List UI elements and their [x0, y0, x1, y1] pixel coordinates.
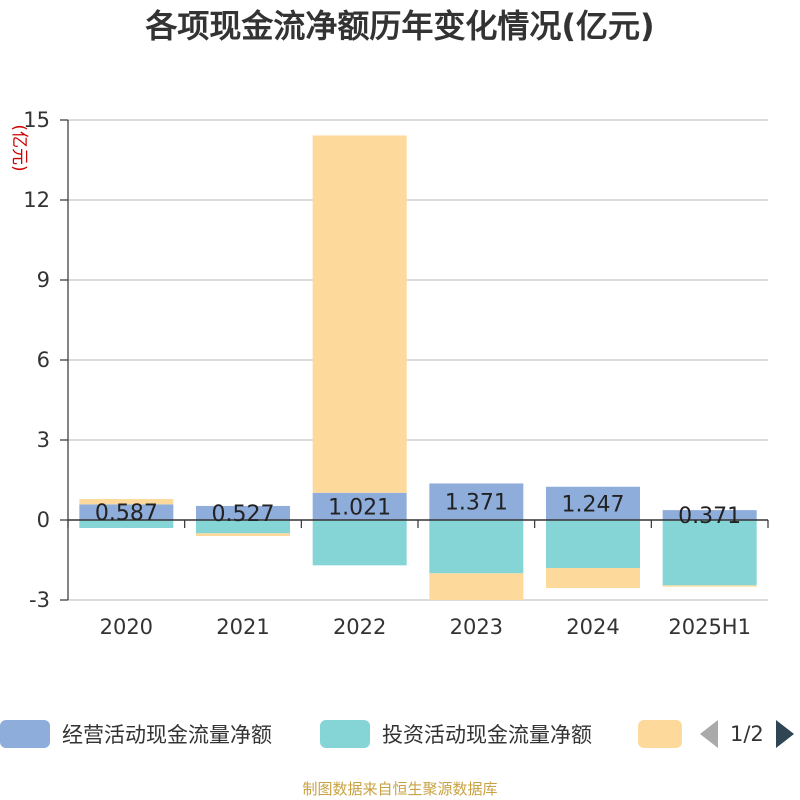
bar-series3-2024[interactable]	[546, 568, 640, 588]
bar-series2-2024[interactable]	[546, 520, 640, 568]
x-tick-label: 2024	[566, 615, 619, 639]
x-tick-label: 2025H1	[668, 615, 751, 639]
bar-series2-2021[interactable]	[196, 520, 290, 534]
bar-series1-2022[interactable]	[312, 492, 407, 520]
legend-prev-page-icon[interactable]	[700, 720, 718, 748]
bar-series3-2021[interactable]	[196, 533, 290, 536]
data-label: 1.247	[562, 492, 625, 517]
bar-series1-2021[interactable]	[196, 505, 290, 520]
x-tick-label: 2020	[100, 615, 153, 639]
legend-swatch-financing	[638, 720, 682, 748]
legend-label-investing: 投资活动现金流量净额	[382, 723, 592, 747]
bar-series3-2023[interactable]	[429, 573, 524, 600]
data-label: 0.371	[678, 504, 741, 529]
y-tick-label: -3	[29, 588, 50, 612]
bar-series2-2020[interactable]	[79, 520, 174, 528]
x-tick-label: 2022	[333, 615, 386, 639]
bar-series1-2023[interactable]	[429, 483, 524, 520]
legend-next-page-icon[interactable]	[775, 720, 794, 748]
legend-page-indicator: 1/2	[730, 722, 764, 746]
y-tick-label: 6	[37, 348, 50, 372]
y-axis-label: (亿元)	[9, 124, 29, 171]
legend-item-operating[interactable]: 经营活动现金流量净额	[0, 714, 272, 754]
data-label: 0.587	[95, 501, 158, 526]
y-tick-label: 0	[37, 508, 50, 532]
x-tick-label: 2023	[450, 615, 503, 639]
bar-series1-2024[interactable]	[546, 486, 640, 520]
bar-series3-2025H1[interactable]	[662, 585, 757, 587]
legend: 经营活动现金流量净额 投资活动现金流量净额 1/2	[0, 714, 800, 754]
legend-swatch-operating	[0, 720, 50, 748]
y-tick-label: 12	[23, 188, 50, 212]
legend-pager: 1/2	[700, 714, 794, 754]
data-label: 0.527	[212, 502, 275, 527]
y-tick-label: 3	[37, 428, 50, 452]
bar-series1-2020[interactable]	[79, 504, 174, 520]
legend-label-operating: 经营活动现金流量净额	[62, 723, 272, 747]
data-label: 1.021	[328, 495, 391, 520]
source-note: 制图数据来自恒生聚源数据库	[302, 780, 498, 798]
legend-item-financing[interactable]	[638, 714, 682, 754]
bar-series2-2023[interactable]	[429, 520, 524, 574]
bar-series2-2022[interactable]	[312, 520, 407, 566]
data-label: 1.371	[445, 491, 508, 516]
y-tick-label: 9	[37, 268, 50, 292]
bar-series3-2022[interactable]	[312, 135, 407, 493]
bar-series3-2020[interactable]	[79, 499, 174, 505]
bar-series2-2025H1[interactable]	[662, 520, 757, 586]
legend-item-investing[interactable]: 投资活动现金流量净额	[320, 714, 592, 754]
x-tick-label: 2021	[216, 615, 269, 639]
chart-title: 各项现金流净额历年变化情况(亿元)	[145, 7, 655, 45]
legend-swatch-investing	[320, 720, 370, 748]
bar-series1-2025H1[interactable]	[662, 510, 757, 520]
y-tick-label: 15	[23, 108, 50, 132]
